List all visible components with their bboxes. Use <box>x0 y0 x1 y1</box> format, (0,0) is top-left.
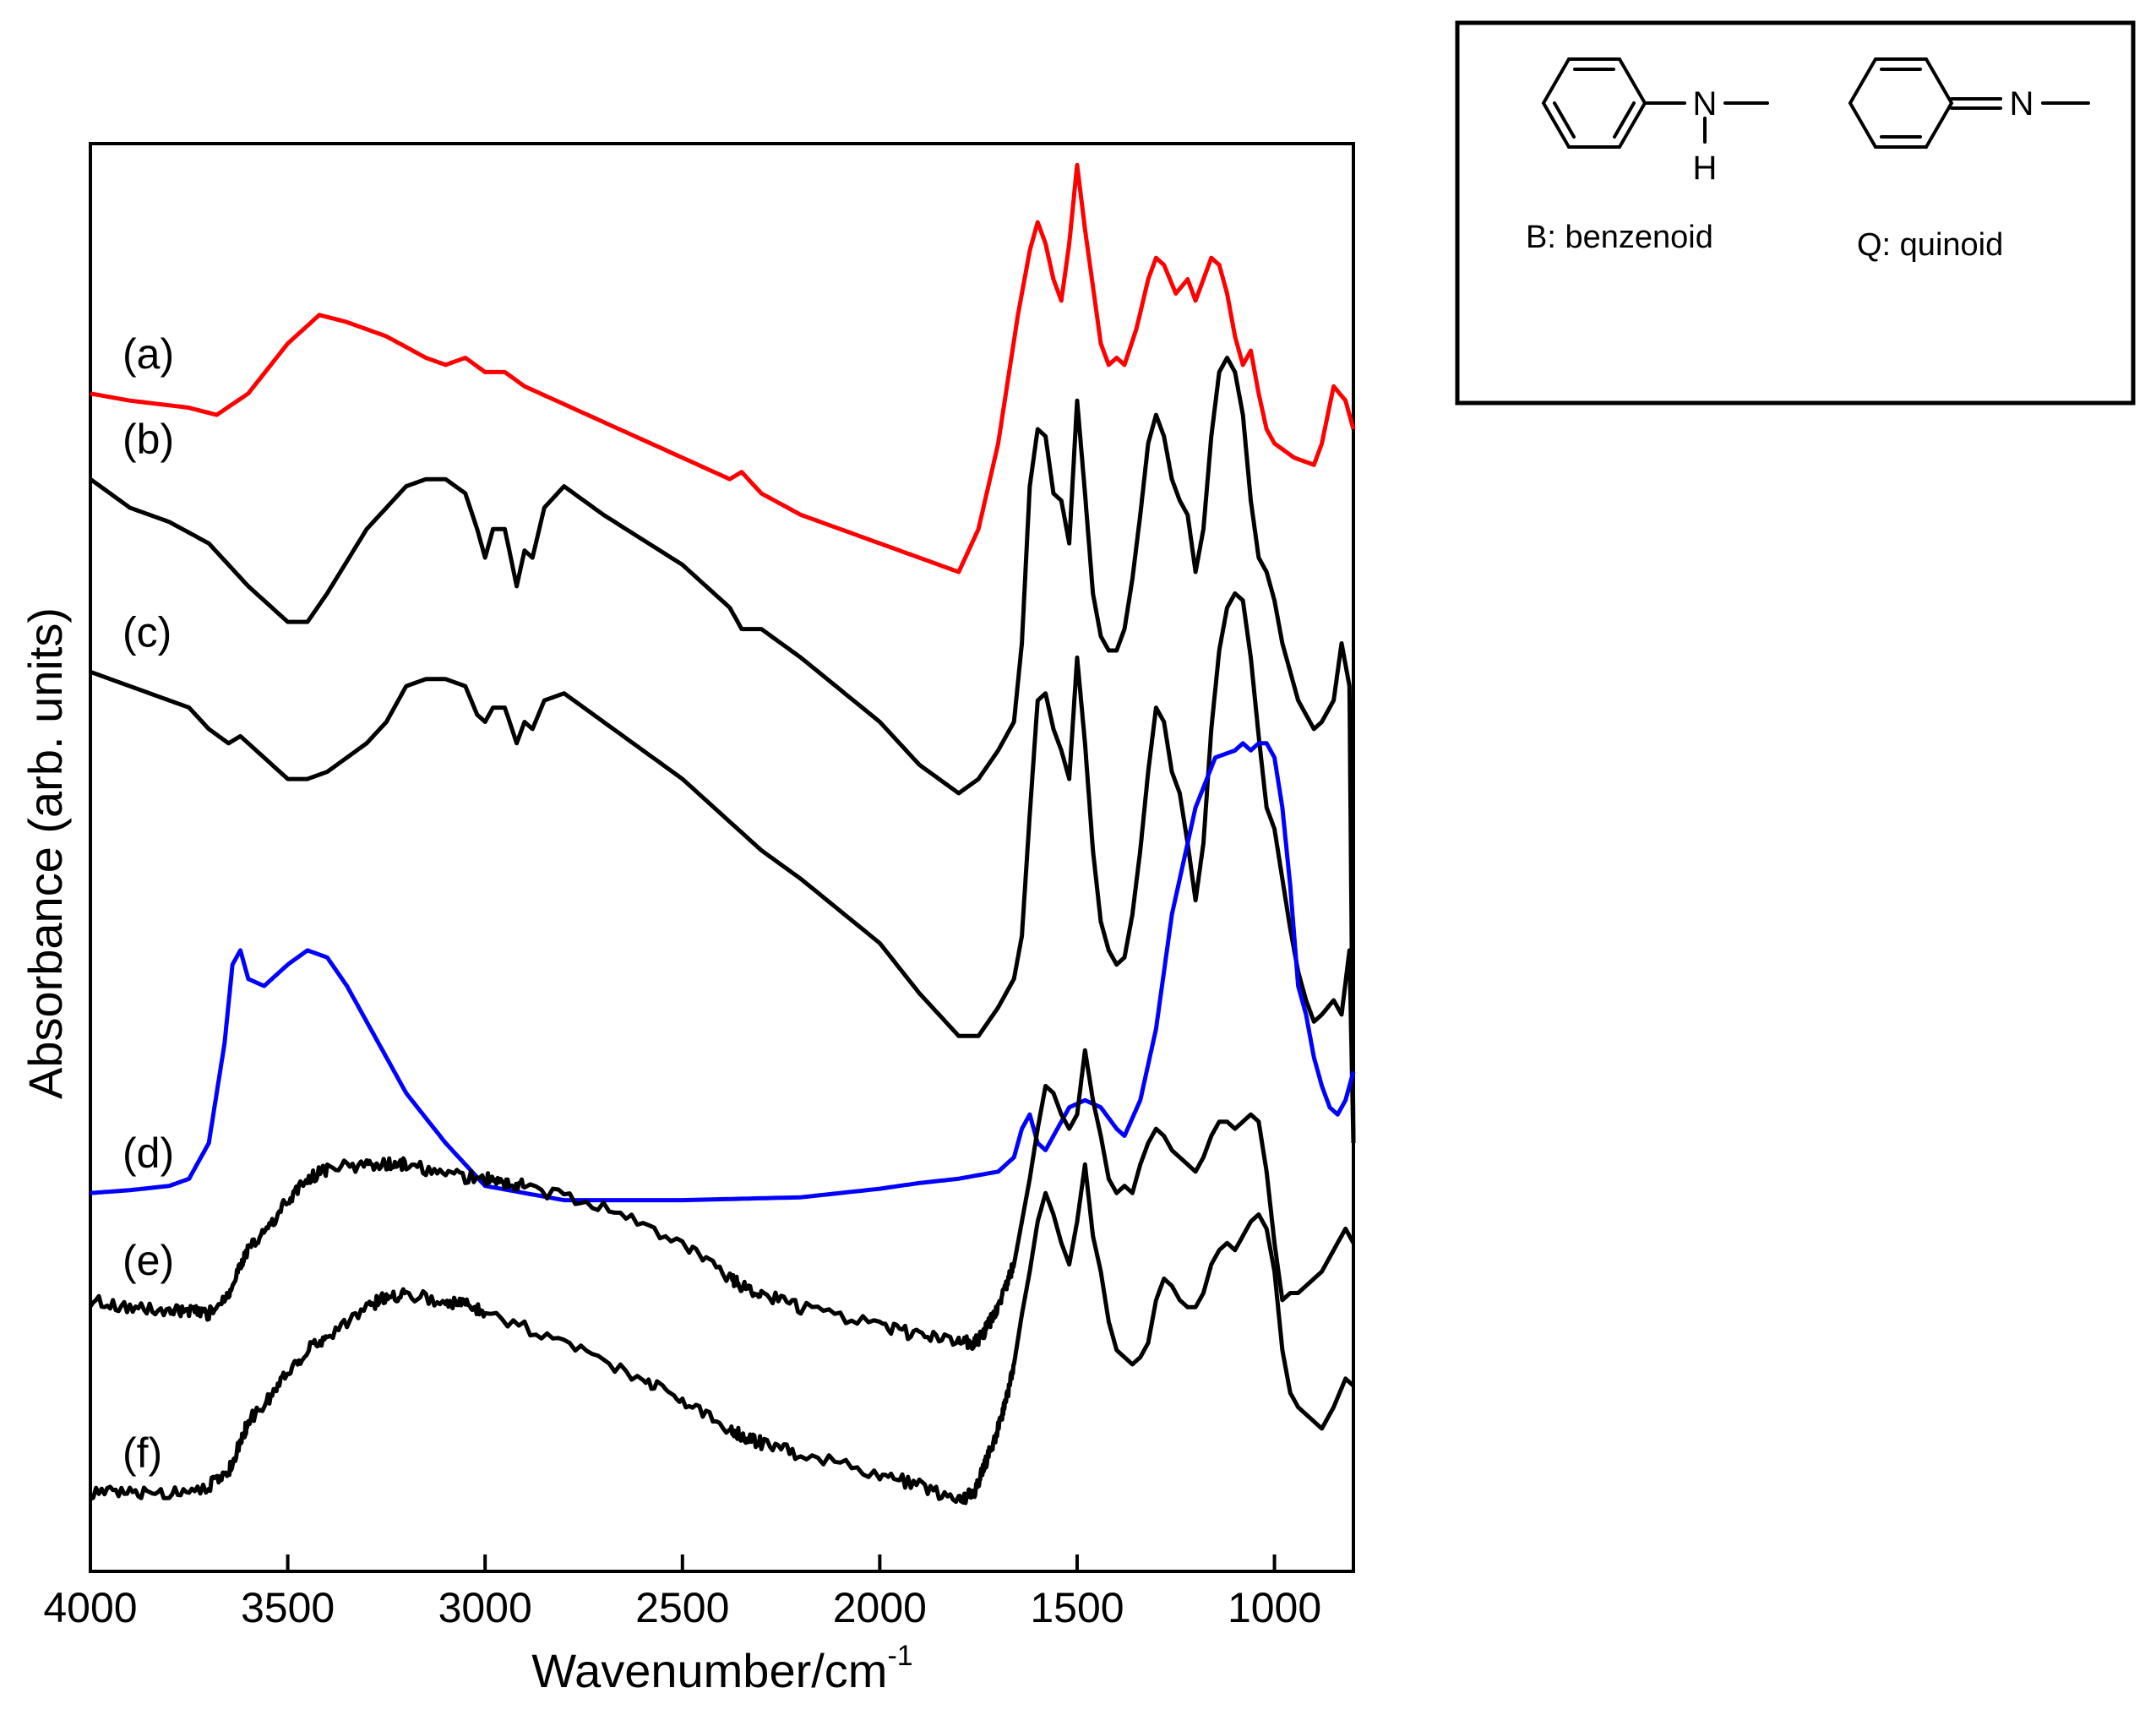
quinoid-caption: Q: quinoid <box>1857 227 2003 263</box>
spectrum-line <box>90 591 1356 1144</box>
x-axis-title-text: Wavenumber/cm <box>531 1644 887 1697</box>
benzenoid-structure <box>1541 57 1769 149</box>
spectrum-line <box>90 162 1356 574</box>
x-axis-title-superscript: -1 <box>887 1640 912 1672</box>
benzenoid-h-label: H <box>1693 150 1718 187</box>
x-tick-label: 1000 <box>1228 1584 1321 1631</box>
x-tick-label: 2500 <box>635 1584 729 1631</box>
benzene-inner-bond-3 <box>1553 101 1576 139</box>
x-tick-label: 1500 <box>1030 1584 1124 1631</box>
quinoid-ring <box>1848 57 1954 149</box>
benzene-inner-bond-2 <box>1613 101 1636 139</box>
y-axis-title: Absorbance (arb. units) <box>19 607 72 1099</box>
spectrum-line <box>90 741 1356 1203</box>
benzenoid-n-label: N <box>1693 85 1718 122</box>
benzenoid-caption: B: benzenoid <box>1526 220 1713 255</box>
quinoid-structure <box>1848 57 2090 149</box>
x-tick-label: 4000 <box>43 1584 137 1631</box>
x-axis-title: Wavenumber/cm-1 <box>531 1640 912 1697</box>
x-tick-label: 3500 <box>241 1584 335 1631</box>
series-label: (c) <box>122 608 172 656</box>
series-group <box>88 162 1356 1505</box>
series-label: (d) <box>122 1130 174 1177</box>
series-label: (e) <box>122 1237 174 1284</box>
x-axis-ticks: 4000 3500 3000 2500 2000 1500 1000 <box>43 1554 1321 1631</box>
plot-frame <box>89 142 1355 1573</box>
x-tick-label: 3000 <box>438 1584 532 1631</box>
x-tick-label: 2000 <box>833 1584 927 1631</box>
structure-inset: N H B: benzenoid N Q: quinoid <box>1455 20 2136 406</box>
benzene-ring <box>1541 57 1647 149</box>
spectrum-line <box>89 1162 1355 1505</box>
series-labels: (a) (b) (c) (d) (e) (f) <box>122 330 174 1477</box>
spectrum-line <box>89 356 1356 1144</box>
quinoid-n-label: N <box>2010 85 2034 122</box>
series-label: (b) <box>122 416 174 463</box>
series-label: (a) <box>122 330 174 378</box>
spectrum-line <box>88 1048 1356 1351</box>
inset-frame <box>1455 20 2136 406</box>
series-label: (f) <box>122 1429 162 1477</box>
